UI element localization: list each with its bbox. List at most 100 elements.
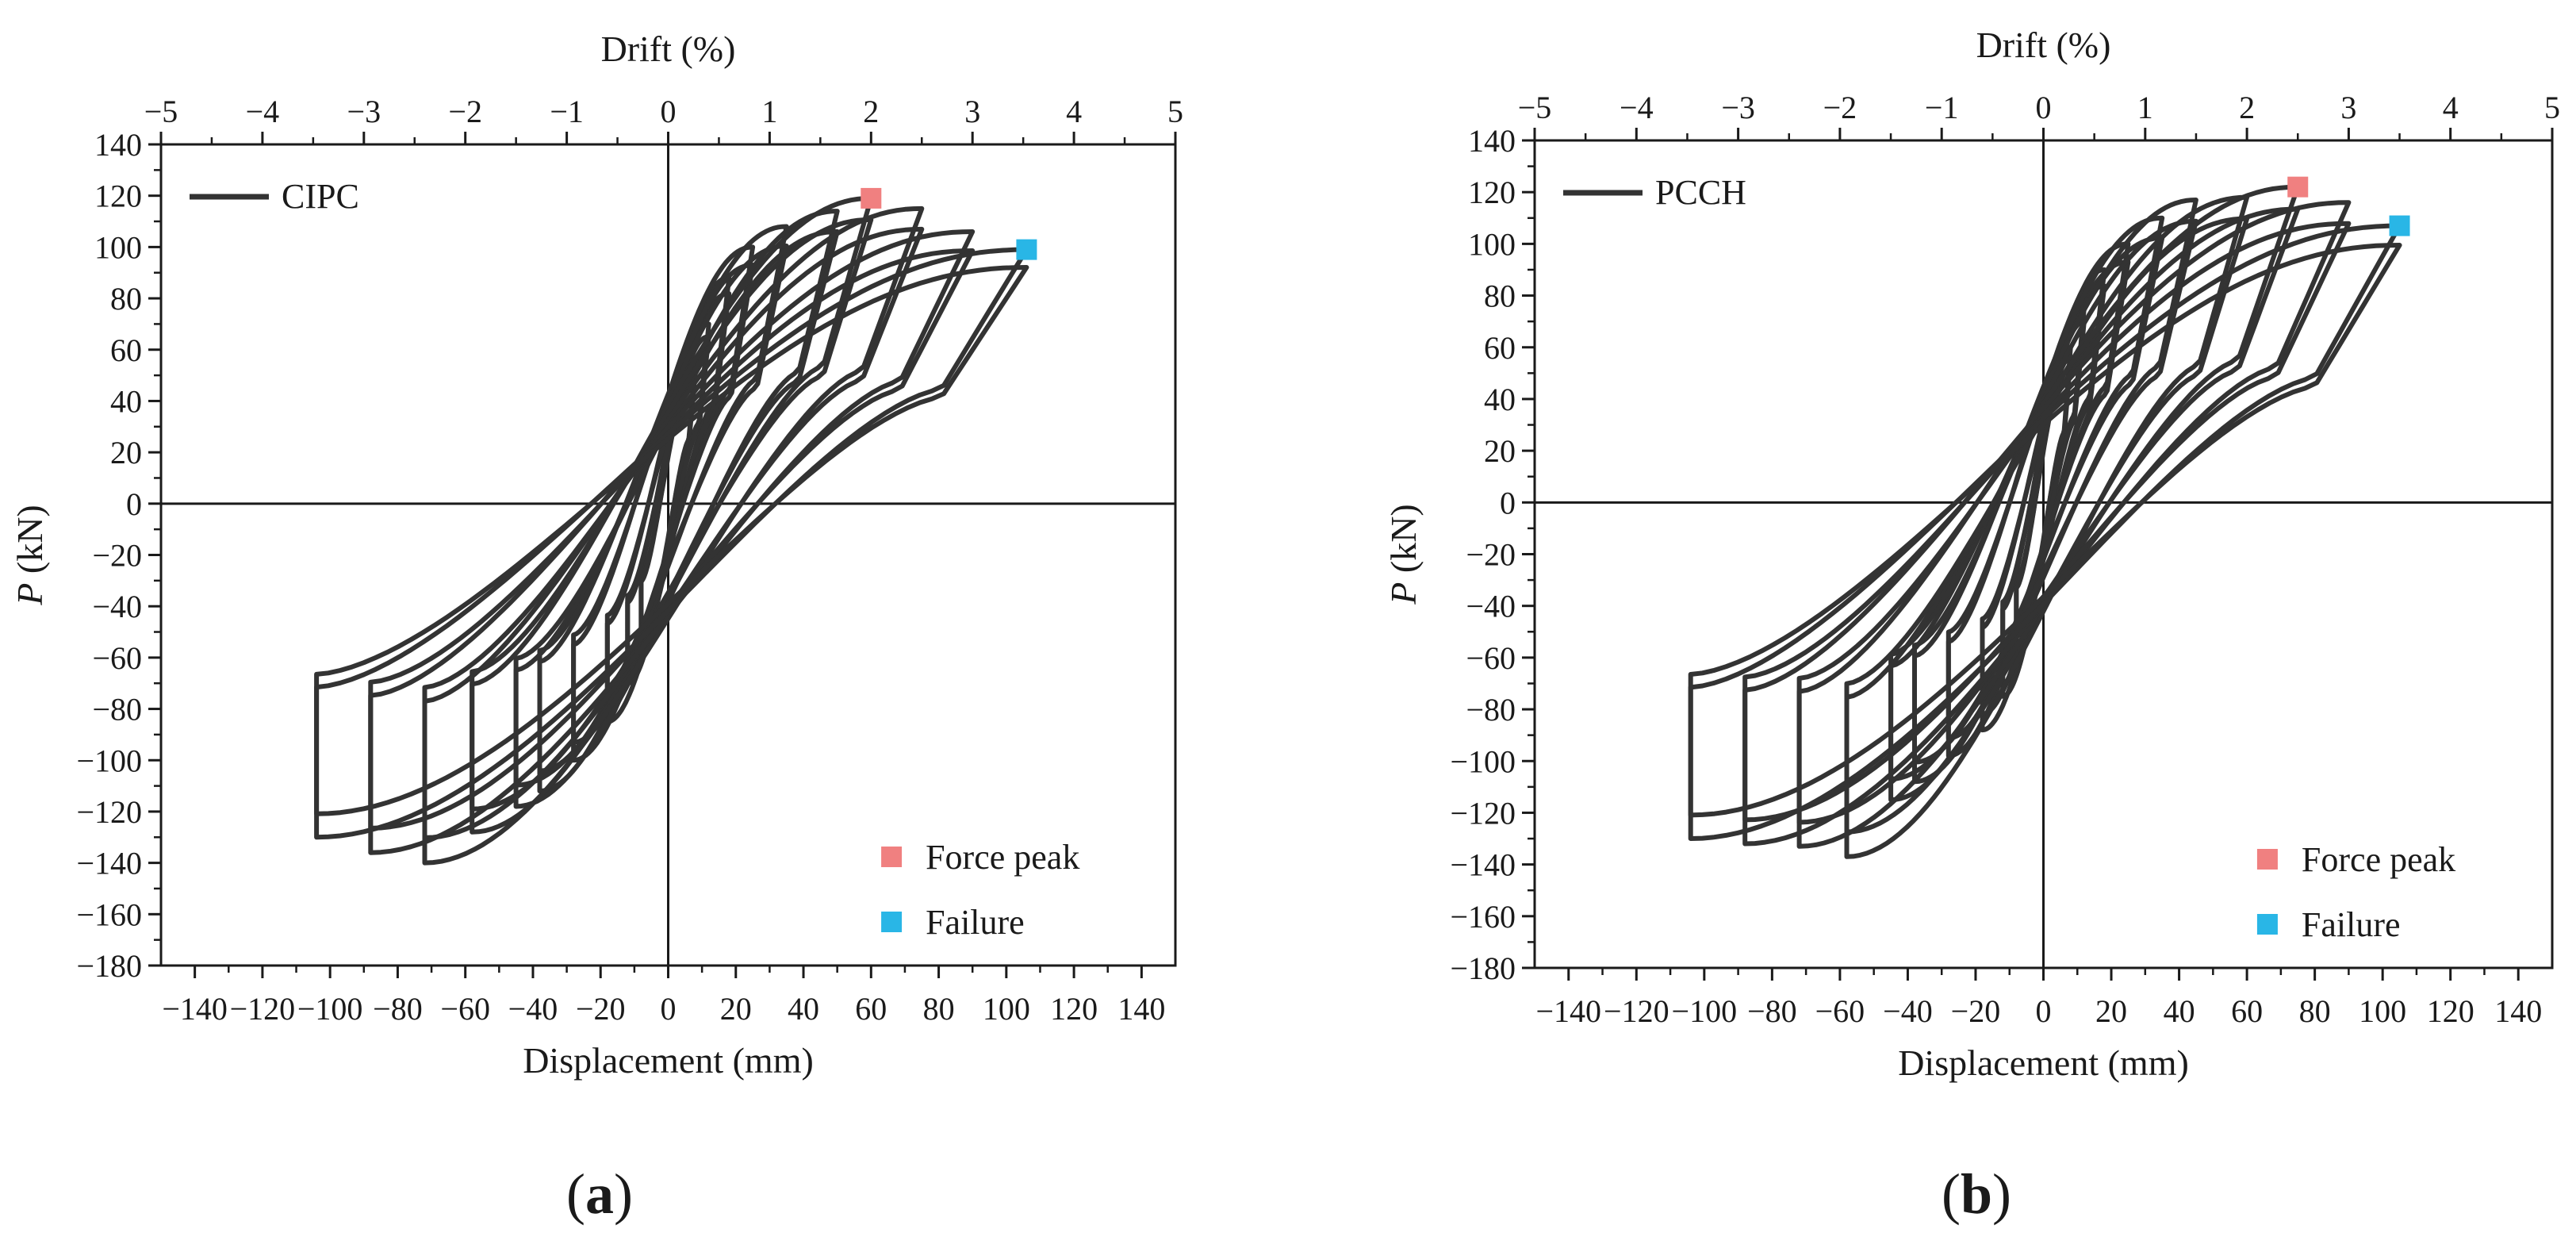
- y-tick-label: 120: [1468, 175, 1516, 210]
- x-tick-label: −120: [230, 991, 296, 1027]
- x2-tick-label: 1: [2137, 90, 2153, 125]
- legend-series-label: PCCH: [1655, 173, 1746, 212]
- panel-a-label: (a): [566, 1162, 633, 1226]
- legend-force-peak-swatch: [2256, 849, 2278, 870]
- force-peak-marker: [861, 187, 882, 209]
- x-tick-label: 120: [2427, 993, 2474, 1029]
- y-tick-label: 0: [1500, 485, 1516, 520]
- y-tick-label: 100: [94, 229, 142, 265]
- legend-failure-label: Failure: [2302, 905, 2401, 944]
- y-tick-label: −180: [76, 948, 142, 984]
- x2-tick-label: 5: [2544, 90, 2560, 125]
- x-tick-label: −140: [1535, 993, 1601, 1029]
- x2-tick-label: 3: [964, 94, 980, 129]
- x2-tick-label: −2: [1823, 90, 1857, 125]
- x-tick-label: 40: [788, 991, 819, 1027]
- x2-tick-label: −5: [144, 94, 178, 129]
- x-tick-label: −20: [576, 991, 626, 1027]
- legend-force-peak-label: Force peak: [2302, 840, 2455, 879]
- y-axis-title-symbol: P: [10, 583, 50, 606]
- panel-b-label: (b): [1941, 1162, 2011, 1226]
- legend-force-peak-label: Force peak: [926, 838, 1079, 877]
- y-axis-title: P (kN): [1383, 504, 1424, 605]
- legend-failure-swatch: [881, 912, 903, 932]
- y-tick-label: 60: [110, 332, 142, 368]
- x2-tick-label: −4: [1620, 90, 1654, 125]
- y-tick-label: 80: [110, 281, 142, 317]
- y-axis-title: P (kN): [10, 505, 50, 605]
- y-tick-label: 20: [110, 435, 142, 470]
- x-tick-label: 140: [2494, 993, 2542, 1029]
- x-tick-label: 100: [2359, 993, 2406, 1029]
- y-tick-label: 20: [1484, 433, 1516, 469]
- y-axis-title-unit: (kN): [10, 505, 50, 582]
- y-tick-label: 100: [1468, 226, 1516, 262]
- panel-a-chart: −140 −120 −100 −80 −60 −40 −20 0 20 40 60 80 100 120 1…: [10, 29, 1183, 1081]
- x2-tick-label: 3: [2340, 90, 2356, 125]
- y-tick-label: −120: [76, 794, 142, 830]
- y-tick-label: 140: [94, 127, 142, 163]
- hysteresis-series: [314, 195, 1029, 866]
- y-tick-label: −40: [1466, 589, 1516, 624]
- legend-series-label: CIPC: [282, 177, 359, 216]
- x2-tick-label: −1: [550, 94, 584, 129]
- y-tick-label: −140: [76, 846, 142, 881]
- y-tick-label: −100: [76, 743, 142, 778]
- x-tick-label: 20: [2095, 993, 2127, 1029]
- x-tick-label: −80: [1747, 993, 1797, 1029]
- x-tick-label: 140: [1117, 991, 1165, 1027]
- hysteresis-loop-repeat: [368, 248, 976, 831]
- y-tick-label: 140: [1468, 123, 1516, 159]
- x2-tick-label: −5: [1518, 90, 1552, 125]
- y-tick-label: 80: [1484, 278, 1516, 314]
- x2-tick-label: 2: [863, 94, 879, 129]
- y-axis-title-unit: (kN): [1383, 504, 1424, 582]
- y-tick-label: 40: [1484, 382, 1516, 417]
- hysteresis-loop-repeat: [1688, 243, 2402, 818]
- y-tick-label: −20: [1466, 537, 1516, 573]
- y-tick-label: −40: [92, 589, 142, 624]
- x2-tick-label: −1: [1925, 90, 1959, 125]
- legend-failure-swatch: [2256, 914, 2278, 935]
- x-tick-label: 60: [855, 991, 887, 1027]
- y-tick-label: −80: [1466, 692, 1516, 728]
- y-tick-label: 40: [110, 383, 142, 419]
- x-tick-label: −40: [1883, 993, 1933, 1029]
- x-tick-label: 120: [1050, 991, 1098, 1027]
- x-tick-label: 40: [2164, 993, 2195, 1029]
- x-tick-label: 80: [923, 991, 955, 1027]
- y-tick-label: −60: [92, 640, 142, 676]
- y-tick-label: −80: [92, 692, 142, 728]
- x2-tick-label: 4: [1066, 94, 1082, 129]
- x2-tick-label: −4: [246, 94, 280, 129]
- x2-tick-label: −2: [448, 94, 482, 129]
- x-tick-label: 20: [720, 991, 752, 1027]
- x2-tick-label: 0: [661, 94, 677, 129]
- x-tick-label: 0: [661, 991, 677, 1027]
- hysteresis-loop-repeat: [1796, 206, 2301, 825]
- x2-tick-label: −3: [347, 94, 381, 129]
- x2-axis-title: Drift (%): [601, 29, 736, 69]
- y-tick-label: −100: [1450, 743, 1516, 779]
- panel-b-chart: −140 −120 −100 −80 −60 −40 −20 0 20 40 60 80 100 120 1…: [1383, 25, 2560, 1083]
- y-tick-label: −60: [1466, 640, 1516, 676]
- x-tick-label: −140: [162, 991, 228, 1027]
- y-tick-label: −120: [1450, 795, 1516, 831]
- x-tick-label: −40: [508, 991, 558, 1027]
- y-tick-label: −160: [1450, 899, 1516, 935]
- x2-tick-label: −3: [1721, 90, 1755, 125]
- x-tick-label: 80: [2299, 993, 2331, 1029]
- x-tick-label: 60: [2231, 993, 2263, 1029]
- force-peak-marker: [2287, 176, 2309, 198]
- hysteresis-loop-repeat: [1742, 221, 2352, 823]
- y-tick-label: −180: [1450, 950, 1516, 986]
- x2-tick-label: 5: [1167, 94, 1183, 129]
- x2-tick-label: 0: [2036, 90, 2052, 125]
- x-tick-label: −100: [297, 991, 363, 1027]
- x-tick-label: −20: [1951, 993, 2001, 1029]
- x2-tick-label: 4: [2443, 90, 2459, 125]
- x-axis-title: Displacement (mm): [1898, 1042, 2189, 1083]
- y-tick-label: −20: [92, 538, 142, 574]
- x-tick-label: −100: [1672, 993, 1738, 1029]
